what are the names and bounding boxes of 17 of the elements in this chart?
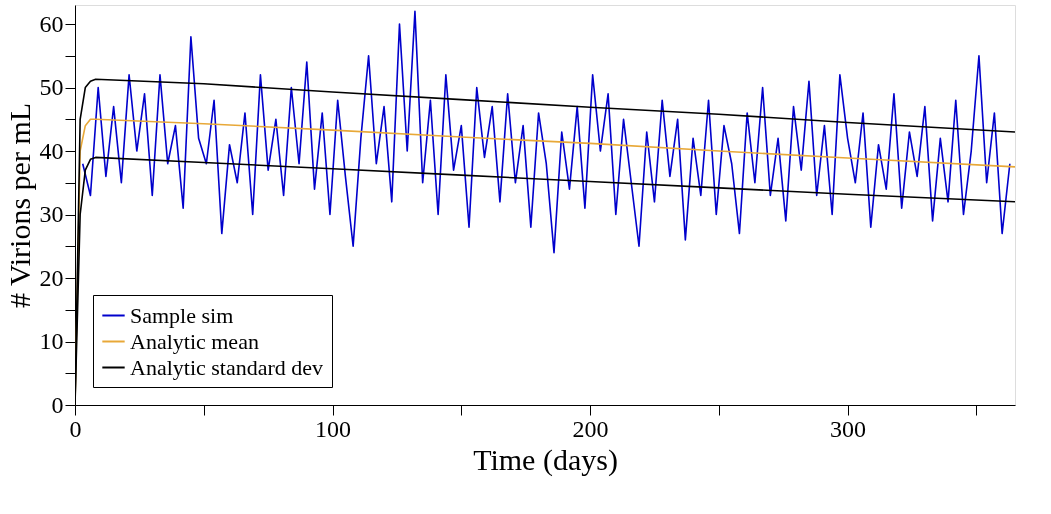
y-tick-label: 50 — [39, 74, 64, 101]
y-tick-label: 40 — [39, 137, 64, 164]
x-tick-label: 300 — [830, 415, 867, 442]
x-axis-title: Time (days) — [473, 442, 618, 477]
legend-label: Analytic standard dev — [130, 354, 324, 380]
legend-label: Sample sim — [130, 302, 234, 328]
y-axis-title: # Virions per mL — [2, 102, 36, 309]
legend-label: Analytic mean — [130, 328, 259, 354]
x-tick-label: 200 — [572, 415, 609, 442]
x-tick-label: 0 — [69, 415, 82, 442]
x-tick-label: 100 — [315, 415, 352, 442]
y-tick-label: 0 — [51, 391, 64, 418]
line-series — [81, 10, 1011, 254]
y-tick-label: 60 — [39, 10, 64, 37]
y-tick-label: 20 — [39, 264, 64, 291]
y-tick-label: 10 — [39, 328, 64, 355]
y-tick-label: 30 — [39, 201, 64, 228]
